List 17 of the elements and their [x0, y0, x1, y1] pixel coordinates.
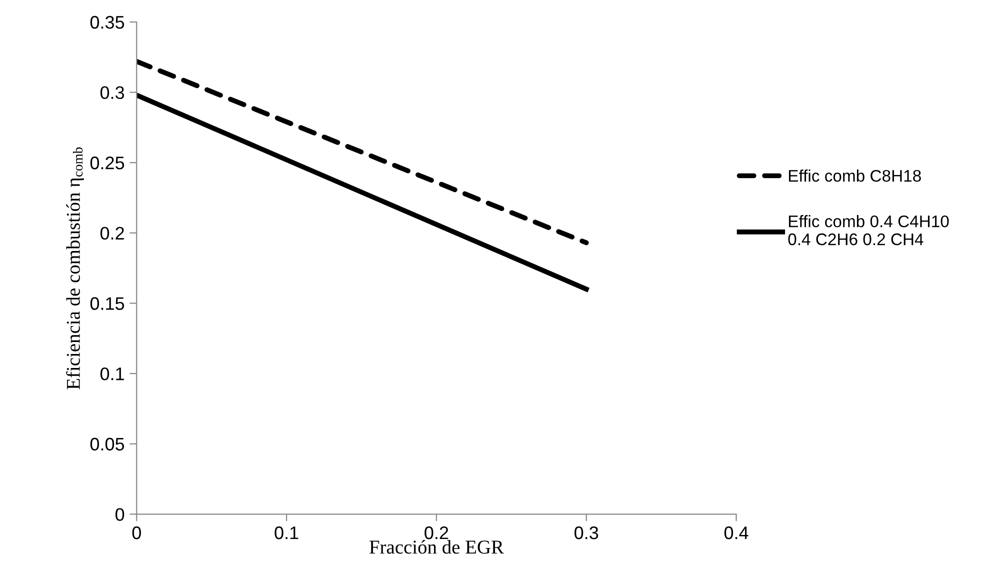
y-tick-label: 0	[115, 508, 124, 521]
legend-label: Effic comb C8H18	[788, 170, 921, 182]
x-tick-label: 0	[132, 526, 141, 540]
y-tick-label: 0.35	[90, 16, 124, 29]
y-tick-label: 0.1	[100, 367, 124, 380]
x-tick-label: 0.2	[424, 526, 448, 540]
x-tick-label: 0.1	[274, 526, 298, 540]
x-axis-title: Fracción de EGR	[370, 540, 504, 554]
x-tick-label: 0.3	[574, 526, 598, 540]
y-tick-label: 0.05	[90, 438, 124, 451]
y-tick-label: 0.2	[100, 226, 124, 240]
y-axis-title: Eficiencia de combustión η$_{comb}$	[66, 147, 84, 390]
x-tick-label: 0.4	[724, 526, 748, 540]
y-tick-label: 0.3	[100, 86, 124, 100]
y-tick-label: 0.25	[90, 156, 124, 170]
legend-label: Effic comb 0.4 C4H10 0.4 C2H6 0.2 CH4	[788, 215, 949, 246]
y-tick-label: 0.15	[90, 297, 124, 310]
